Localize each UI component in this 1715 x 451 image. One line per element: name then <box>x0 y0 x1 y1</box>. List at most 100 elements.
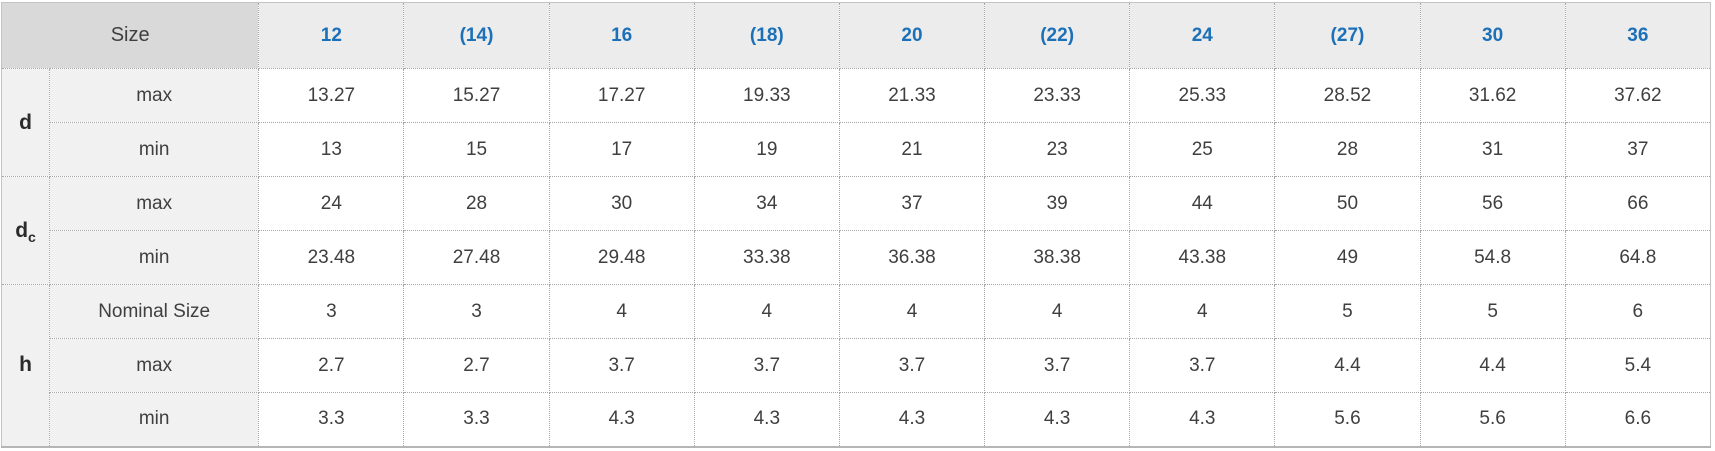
value-cell: 6 <box>1564 284 1712 339</box>
value-cell: 4 <box>984 284 1131 339</box>
value-cell: 19.33 <box>693 68 840 123</box>
value-cell: 44 <box>1129 176 1276 231</box>
value-cell: 5 <box>1274 284 1421 339</box>
value-cell: 23.33 <box>984 68 1131 123</box>
size-column-header[interactable]: (14) <box>403 2 550 69</box>
size-column-header[interactable]: 12 <box>258 2 405 69</box>
value-cell: 34 <box>693 176 840 231</box>
value-cell: 13.27 <box>258 68 405 123</box>
value-cell: 5.4 <box>1564 338 1712 393</box>
value-cell: 33.38 <box>693 230 840 285</box>
row-label: min <box>49 230 260 285</box>
value-cell: 19 <box>693 122 840 177</box>
table-row: max 2.7 2.7 3.7 3.7 3.7 3.7 3.7 4.4 4.4 5.4 <box>2 338 1712 393</box>
value-cell: 2.7 <box>403 338 550 393</box>
value-cell: 4.3 <box>838 392 986 447</box>
value-cell: 4.4 <box>1274 338 1421 393</box>
value-cell: 17.27 <box>548 68 695 123</box>
value-cell: 4 <box>693 284 840 339</box>
value-cell: 15 <box>403 122 550 177</box>
value-cell: 17 <box>548 122 695 177</box>
size-column-header[interactable]: 16 <box>548 2 695 69</box>
value-cell: 6.6 <box>1564 392 1712 447</box>
value-cell: 37.62 <box>1564 68 1712 123</box>
value-cell: 31.62 <box>1419 68 1566 123</box>
value-cell: 23 <box>984 122 1131 177</box>
value-cell: 2.7 <box>258 338 405 393</box>
value-cell: 3 <box>403 284 550 339</box>
row-label: min <box>49 122 260 177</box>
value-cell: 4.3 <box>984 392 1131 447</box>
table-row: d max 13.27 15.27 17.27 19.33 21.33 23.33 25.33 2… <box>0 68 1712 177</box>
value-cell: 28 <box>403 176 550 231</box>
value-cell: 54.8 <box>1419 230 1566 285</box>
value-cell: 4 <box>838 284 986 339</box>
value-cell: 15.27 <box>403 68 550 123</box>
value-cell: 24 <box>258 176 405 231</box>
value-cell: 31 <box>1419 122 1566 177</box>
value-cell: 27.48 <box>403 230 550 285</box>
row-label: max <box>49 68 260 123</box>
value-cell: 4.3 <box>1129 392 1276 447</box>
size-column-header[interactable]: 30 <box>1419 2 1566 69</box>
value-cell: 5.6 <box>1274 392 1421 447</box>
row-label: Nominal Size <box>49 284 260 339</box>
value-cell: 29.48 <box>548 230 695 285</box>
header-row: Size 12 (14) 16 (18) 20 (22) 24 (27) 30 36 <box>0 2 1712 69</box>
size-column-header[interactable]: (27) <box>1274 2 1421 69</box>
table-row: min 3.3 3.3 4.3 4.3 4.3 4.3 4.3 5.6 5.6 6.6 <box>2 392 1712 447</box>
value-cell: 23.48 <box>258 230 405 285</box>
value-cell: 4.4 <box>1419 338 1566 393</box>
size-column-header[interactable]: 36 <box>1564 2 1712 69</box>
size-corner-header: Size <box>0 2 260 69</box>
param-subscript: c <box>28 228 36 245</box>
value-cell: 37 <box>1564 122 1712 177</box>
value-cell: 3.7 <box>693 338 840 393</box>
size-column-header[interactable]: 20 <box>838 2 986 69</box>
value-cell: 36.38 <box>838 230 986 285</box>
value-cell: 13 <box>258 122 405 177</box>
value-cell: 39 <box>984 176 1131 231</box>
value-cell: 30 <box>548 176 695 231</box>
value-cell: 50 <box>1274 176 1421 231</box>
value-cell: 66 <box>1564 176 1712 231</box>
value-cell: 25.33 <box>1129 68 1276 123</box>
table-body: d max 13.27 15.27 17.27 19.33 21.33 23.33 25.33 2… <box>0 68 1712 447</box>
value-cell: 5 <box>1419 284 1566 339</box>
size-column-header[interactable]: (22) <box>984 2 1131 69</box>
param-cell-dc: dc <box>0 176 51 285</box>
value-cell: 49 <box>1274 230 1421 285</box>
param-cell-d: d <box>0 68 51 177</box>
value-cell: 3.3 <box>403 392 550 447</box>
size-column-header[interactable]: (18) <box>693 2 840 69</box>
value-cell: 3.7 <box>548 338 695 393</box>
value-cell: 21 <box>838 122 986 177</box>
value-cell: 3.7 <box>838 338 986 393</box>
value-cell: 5.6 <box>1419 392 1566 447</box>
value-cell: 21.33 <box>838 68 986 123</box>
value-cell: 3.3 <box>258 392 405 447</box>
table-row: min 13 15 17 19 21 23 25 28 31 37 <box>2 122 1712 177</box>
value-cell: 56 <box>1419 176 1566 231</box>
value-cell: 28.52 <box>1274 68 1421 123</box>
value-cell: 4.3 <box>548 392 695 447</box>
value-cell: 38.38 <box>984 230 1131 285</box>
row-label: min <box>49 392 260 447</box>
value-cell: 3.7 <box>984 338 1131 393</box>
value-cell: 4.3 <box>693 392 840 447</box>
value-cell: 28 <box>1274 122 1421 177</box>
row-label: max <box>49 176 260 231</box>
value-cell: 25 <box>1129 122 1276 177</box>
value-cell: 43.38 <box>1129 230 1276 285</box>
size-column-header[interactable]: 24 <box>1129 2 1276 69</box>
value-cell: 3.7 <box>1129 338 1276 393</box>
table-row: dc max 24 28 30 34 37 39 44 50 56 66 <box>0 176 1712 285</box>
table-row: h Nominal Size 3 3 4 4 4 4 4 5 5 6 <box>0 284 1712 447</box>
row-label: max <box>49 338 260 393</box>
value-cell: 3 <box>258 284 405 339</box>
value-cell: 4 <box>1129 284 1276 339</box>
value-cell: 4 <box>548 284 695 339</box>
value-cell: 64.8 <box>1564 230 1712 285</box>
param-cell-h: h <box>0 284 51 447</box>
